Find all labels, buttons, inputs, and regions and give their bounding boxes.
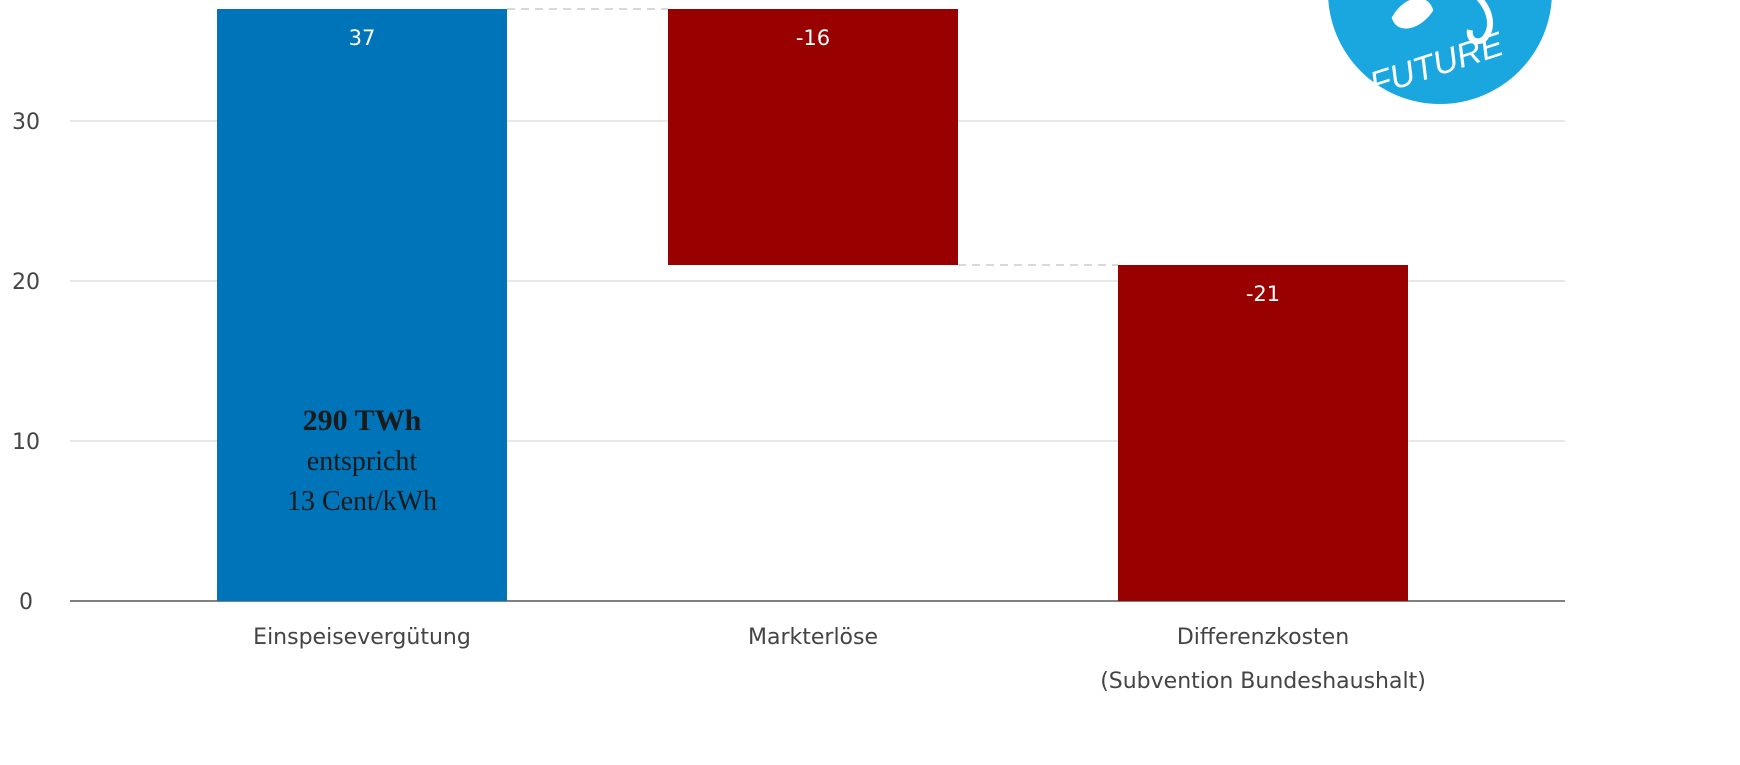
data-labels: 37 -16 -21 xyxy=(349,26,1281,306)
y-tick-label: 10 xyxy=(12,430,40,455)
bar-3 xyxy=(1118,265,1408,601)
y-tick-label: 20 xyxy=(12,270,40,295)
connector-lines xyxy=(507,8,1118,266)
logo: FUTURE xyxy=(1328,0,1552,104)
annotation-text: entspricht xyxy=(307,446,418,477)
x-category-sublabel: (Subvention Bundeshaushalt) xyxy=(1100,669,1426,694)
x-category-label: Einspeisevergütung xyxy=(253,625,471,650)
x-category-label: Markterlöse xyxy=(748,625,878,650)
bars xyxy=(217,9,1408,601)
annotation-price: 13 Cent/kWh xyxy=(287,486,437,517)
data-label: -16 xyxy=(796,26,830,50)
logo-circle xyxy=(1328,0,1552,104)
data-label: -21 xyxy=(1246,282,1280,306)
bar-2 xyxy=(668,9,958,265)
data-label: 37 xyxy=(349,26,376,50)
y-axis-ticks: 0 10 20 30 xyxy=(12,110,40,615)
annotation-energy: 290 TWh xyxy=(303,404,422,437)
x-category-label: Differenzkosten xyxy=(1177,625,1349,650)
y-tick-label: 0 xyxy=(19,590,33,615)
y-tick-label: 30 xyxy=(12,110,40,135)
x-axis-categories: Einspeisevergütung Markterlöse Differenzko… xyxy=(253,625,1426,694)
leaf-plug-icon xyxy=(1391,0,1493,45)
bar-1 xyxy=(217,9,507,601)
